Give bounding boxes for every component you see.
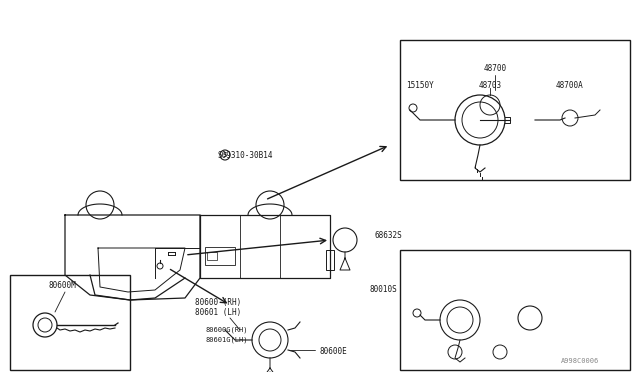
Text: 48700: 48700	[483, 64, 507, 73]
Text: A998C0006: A998C0006	[561, 358, 599, 364]
Text: 80600M: 80600M	[48, 280, 76, 289]
Text: 68632S: 68632S	[375, 231, 403, 240]
Text: 15150Y: 15150Y	[406, 80, 434, 90]
Bar	[326, 250, 334, 270]
Text: 80010S: 80010S	[369, 285, 397, 295]
Text: 80601 (LH): 80601 (LH)	[195, 308, 241, 317]
Text: S: S	[223, 152, 227, 158]
Text: 80600E: 80600E	[320, 347, 348, 356]
Text: 80600G(RH): 80600G(RH)	[205, 327, 248, 333]
Text: 48703: 48703	[479, 80, 502, 90]
Text: 80600 (RH): 80600 (RH)	[195, 298, 241, 307]
Bar	[400, 250, 630, 370]
Text: S09310-30B14: S09310-30B14	[217, 151, 273, 160]
Text: 80601G(LH): 80601G(LH)	[205, 337, 248, 343]
Bar	[10, 275, 130, 370]
Text: 48700A: 48700A	[556, 80, 584, 90]
Bar	[207, 252, 217, 260]
Bar	[205, 247, 235, 265]
Bar	[400, 40, 630, 180]
